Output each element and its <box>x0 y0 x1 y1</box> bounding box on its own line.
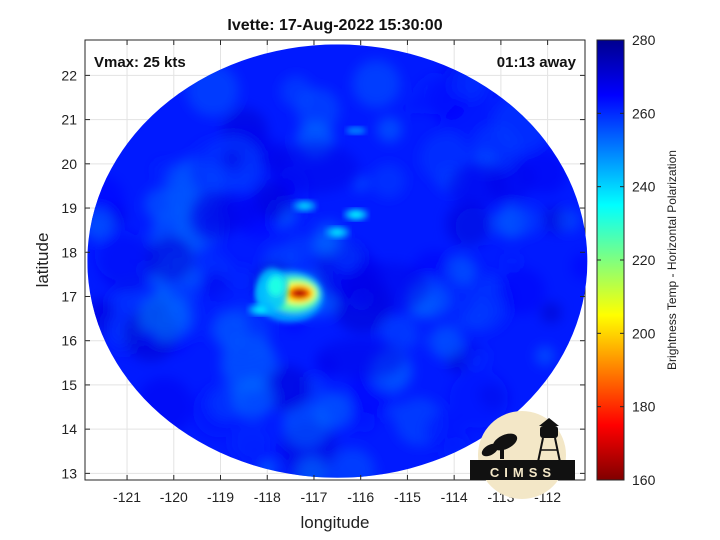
x-tick-label: -117 <box>300 489 327 505</box>
texture-blob <box>523 149 568 195</box>
colorbar-tick-label: 260 <box>632 105 656 121</box>
x-tick-label: -118 <box>254 489 281 505</box>
y-tick-label: 21 <box>61 112 77 128</box>
texture-blob <box>540 302 562 324</box>
texture-blob <box>201 271 229 299</box>
texture-blob <box>146 235 195 283</box>
texture-blob <box>327 447 376 478</box>
y-tick-label: 18 <box>61 244 77 260</box>
colorbar-tick-label: 220 <box>632 252 656 268</box>
x-tick-label: -119 <box>207 489 234 505</box>
texture-blob <box>226 266 256 296</box>
colorbar-gradient <box>596 39 625 481</box>
texture-blob <box>245 332 270 357</box>
x-tick-label: -114 <box>441 489 468 505</box>
brightness-temperature-swath <box>87 44 588 478</box>
texture-blob <box>352 175 369 192</box>
texture-blob <box>571 252 588 280</box>
cimss-logo: CIMSS <box>470 411 575 499</box>
texture-blob <box>296 88 340 132</box>
x-tick-label: -115 <box>394 489 421 505</box>
texture-blob <box>371 163 406 199</box>
texture-blob <box>138 329 159 350</box>
x-tick-label: -116 <box>347 489 374 505</box>
colorbar-tick-label: 200 <box>632 325 656 341</box>
feature-north-cell <box>292 199 317 212</box>
satellite-dish-icon <box>492 433 518 451</box>
texture-blob <box>511 205 543 237</box>
texture-blob <box>535 346 555 366</box>
texture-blob <box>376 116 403 143</box>
texture-blob <box>332 243 363 274</box>
colorbar-tick-label: 280 <box>632 32 656 48</box>
texture-blob <box>314 391 353 430</box>
texture-blob <box>106 313 127 334</box>
feature-north-band-2 <box>325 226 350 239</box>
texture-blob <box>423 409 466 452</box>
texture-blob <box>429 324 464 359</box>
texture-blob <box>144 187 178 222</box>
time-away-annotation: 01:13 away <box>497 54 577 71</box>
chart-title: Ivette: 17-Aug-2022 15:30:00 <box>227 17 442 34</box>
colorbar-tick-label: 240 <box>632 179 656 195</box>
y-axis-ticks: 13 14 15 16 17 18 19 20 21 22 <box>61 67 585 481</box>
texture-blob <box>253 180 293 220</box>
texture-blob <box>231 422 271 462</box>
water-tower-icon <box>537 418 561 463</box>
texture-blob <box>94 230 145 281</box>
feature-far-north-cell <box>346 126 367 135</box>
texture-blob <box>405 95 424 115</box>
y-tick-label: 20 <box>61 156 77 172</box>
texture-blob <box>354 411 376 433</box>
colorbar: 160 180 200 220 240 260 280 Brightness Temp - … <box>596 32 679 488</box>
feature-southwest-band <box>248 303 273 316</box>
y-tick-label: 15 <box>61 377 77 393</box>
y-axis-label: latitude <box>33 233 52 288</box>
colorbar-ticks: 160 180 200 220 240 260 280 <box>597 32 656 488</box>
y-tick-label: 16 <box>61 333 77 349</box>
texture-blob <box>232 376 275 420</box>
cimss-logo-text: CIMSS <box>490 465 556 480</box>
feature-inner-band <box>255 267 288 312</box>
texture-blob <box>445 254 476 286</box>
texture-blob <box>498 267 546 315</box>
y-tick-label: 22 <box>61 67 77 83</box>
texture-blob <box>264 365 312 412</box>
texture-blob <box>87 174 125 228</box>
texture-blob <box>352 59 401 108</box>
feature-north-band <box>344 208 369 221</box>
texture-blob <box>471 124 521 173</box>
satellite-dish-icon-2 <box>481 443 499 457</box>
texture-blob <box>379 313 417 352</box>
x-axis-ticks: -121 -120 -119 -118 -117 -116 -115 -114 -113 -112 <box>113 40 561 505</box>
y-tick-label: 13 <box>61 465 77 481</box>
texture-blob <box>222 149 243 170</box>
texture-blob <box>163 277 186 301</box>
y-tick-label: 19 <box>61 200 77 216</box>
texture-blob <box>153 160 174 181</box>
x-tick-label: -120 <box>160 489 188 505</box>
y-tick-label: 14 <box>61 421 77 437</box>
dark-regions <box>199 143 508 379</box>
vmax-annotation: Vmax: 25 kts <box>94 54 186 71</box>
colorbar-tick-label: 180 <box>632 399 656 415</box>
convective-features <box>248 126 369 323</box>
colorbar-tick-label: 160 <box>632 472 656 488</box>
y-tick-label: 17 <box>61 288 77 304</box>
texture-blob <box>138 292 190 343</box>
texture-blob <box>449 369 509 428</box>
texture-blob <box>503 253 520 270</box>
texture-blob <box>462 339 481 359</box>
texture-blob <box>557 208 581 233</box>
texture-blob <box>295 455 328 478</box>
x-tick-label: -121 <box>113 489 141 505</box>
x-axis-label: longitude <box>300 513 369 532</box>
texture-blob <box>445 201 491 247</box>
texture-blob <box>193 385 246 438</box>
colorbar-label: Brightness Temp - Horizontal Polarizatio… <box>665 150 679 370</box>
